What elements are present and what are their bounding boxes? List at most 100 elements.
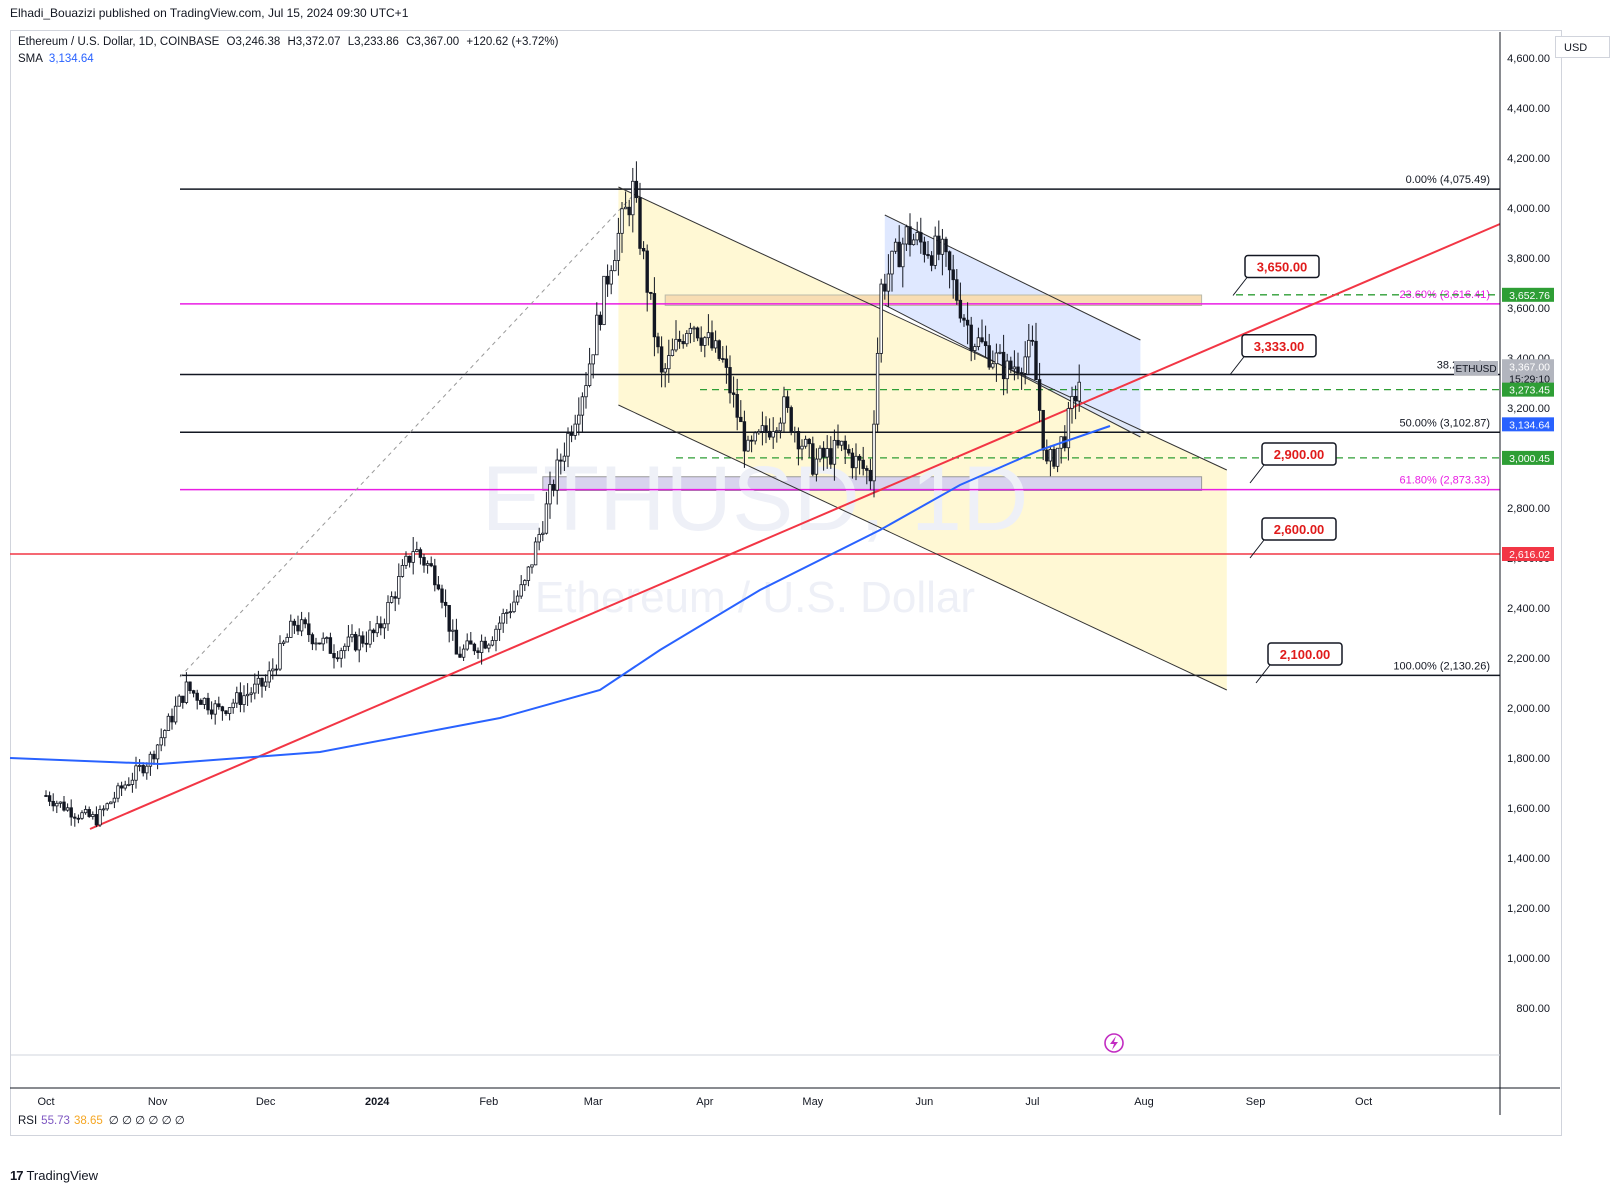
candle <box>631 180 635 216</box>
legend-symbol[interactable]: Ethereum / U.S. Dollar, 1D, COINBASE <box>18 36 220 48</box>
price-tag-0: 3,367.00 <box>1509 361 1550 373</box>
x-tick-label: 2024 <box>365 1096 390 1108</box>
candle <box>332 653 336 659</box>
candle <box>105 803 109 810</box>
candle <box>242 695 246 705</box>
candle <box>346 636 351 647</box>
resistance-zone <box>664 294 1203 306</box>
candle <box>746 439 750 452</box>
candle <box>940 238 945 255</box>
candle <box>440 588 444 603</box>
candle <box>191 690 196 694</box>
candle <box>591 354 595 365</box>
candle <box>523 580 527 586</box>
tv-logo-text: TradingView <box>26 1168 99 1183</box>
candle <box>469 640 473 645</box>
candle <box>728 367 732 394</box>
candle <box>785 396 790 408</box>
sma-line <box>9 425 1111 766</box>
blue-channel-lower <box>884 304 1141 438</box>
candle <box>760 425 765 432</box>
candle <box>623 206 628 210</box>
candle <box>843 440 847 450</box>
candle <box>379 623 383 629</box>
watermark-name: Ethereum / U.S. Dollar <box>535 573 975 622</box>
candle <box>569 432 574 436</box>
y-tick-label: 4,000.00 <box>1507 203 1550 215</box>
candle <box>274 668 279 671</box>
candle <box>148 753 153 767</box>
symbol-tag-bg <box>1454 361 1498 375</box>
y-tick-label: 1,600.00 <box>1507 803 1550 815</box>
candle <box>249 692 253 695</box>
candle <box>343 645 347 652</box>
legend-rsi[interactable]: RSI 55.73 38.65 ∅ ∅ ∅ ∅ ∅ ∅ <box>18 1113 185 1127</box>
candle <box>109 801 113 805</box>
candle <box>641 248 646 252</box>
candle <box>857 455 862 461</box>
candle <box>915 232 919 241</box>
candle <box>893 241 898 252</box>
candle <box>551 484 556 491</box>
callout-pointer-0 <box>1232 277 1248 296</box>
candle <box>116 785 120 799</box>
candle <box>368 629 372 645</box>
candle <box>1070 395 1074 409</box>
candle <box>145 765 149 774</box>
candle <box>289 620 293 638</box>
candle <box>998 351 1002 354</box>
candle <box>80 812 84 819</box>
candle <box>278 643 282 670</box>
candle <box>58 801 63 804</box>
candle <box>285 637 289 643</box>
candle <box>926 254 930 257</box>
y-tick-label: 800.00 <box>1516 1003 1550 1015</box>
candle <box>267 670 271 683</box>
candle <box>832 439 837 465</box>
candle <box>209 709 214 715</box>
tradingview-logo[interactable]: 17 TradingView <box>10 1168 98 1183</box>
candle <box>253 683 257 694</box>
candle <box>908 226 912 246</box>
candle <box>310 634 315 645</box>
candle <box>407 555 412 563</box>
candle <box>83 809 88 814</box>
candle <box>94 814 99 826</box>
candle <box>674 338 678 351</box>
candle <box>328 637 333 654</box>
candle <box>476 650 480 653</box>
candle <box>620 208 624 234</box>
candle <box>677 338 682 342</box>
tv-logo-icon: 17 <box>10 1168 24 1183</box>
price-tag-2: 3,134.64 <box>1509 419 1550 431</box>
candle <box>181 695 185 703</box>
candle <box>742 421 747 452</box>
candle <box>616 232 621 261</box>
candle <box>505 612 509 614</box>
price-tag-bg-3 <box>1502 450 1554 465</box>
legend-sma[interactable]: SMA 3,134.64 <box>18 53 94 65</box>
candle <box>451 629 455 632</box>
x-tick-label: Dec <box>256 1096 276 1108</box>
candle <box>461 648 466 658</box>
candle <box>811 443 815 475</box>
candle <box>706 332 711 339</box>
candle <box>681 341 685 345</box>
callout-box-0 <box>1244 254 1320 279</box>
candle <box>235 692 239 704</box>
candle <box>825 448 829 458</box>
callout-box-2 <box>1261 442 1337 466</box>
candle <box>350 633 354 638</box>
candle <box>911 239 916 246</box>
callout-label-4: 2,100.00 <box>1280 647 1331 662</box>
candle <box>393 596 397 599</box>
price-tag-3: 3,000.45 <box>1509 453 1550 465</box>
candle <box>51 800 55 807</box>
currency-button[interactable]: USD <box>1555 36 1610 58</box>
candle <box>292 620 297 626</box>
candle <box>634 180 639 199</box>
x-tick-label: Feb <box>479 1096 498 1108</box>
x-tick-label: Jun <box>916 1096 934 1108</box>
candle <box>922 241 927 255</box>
